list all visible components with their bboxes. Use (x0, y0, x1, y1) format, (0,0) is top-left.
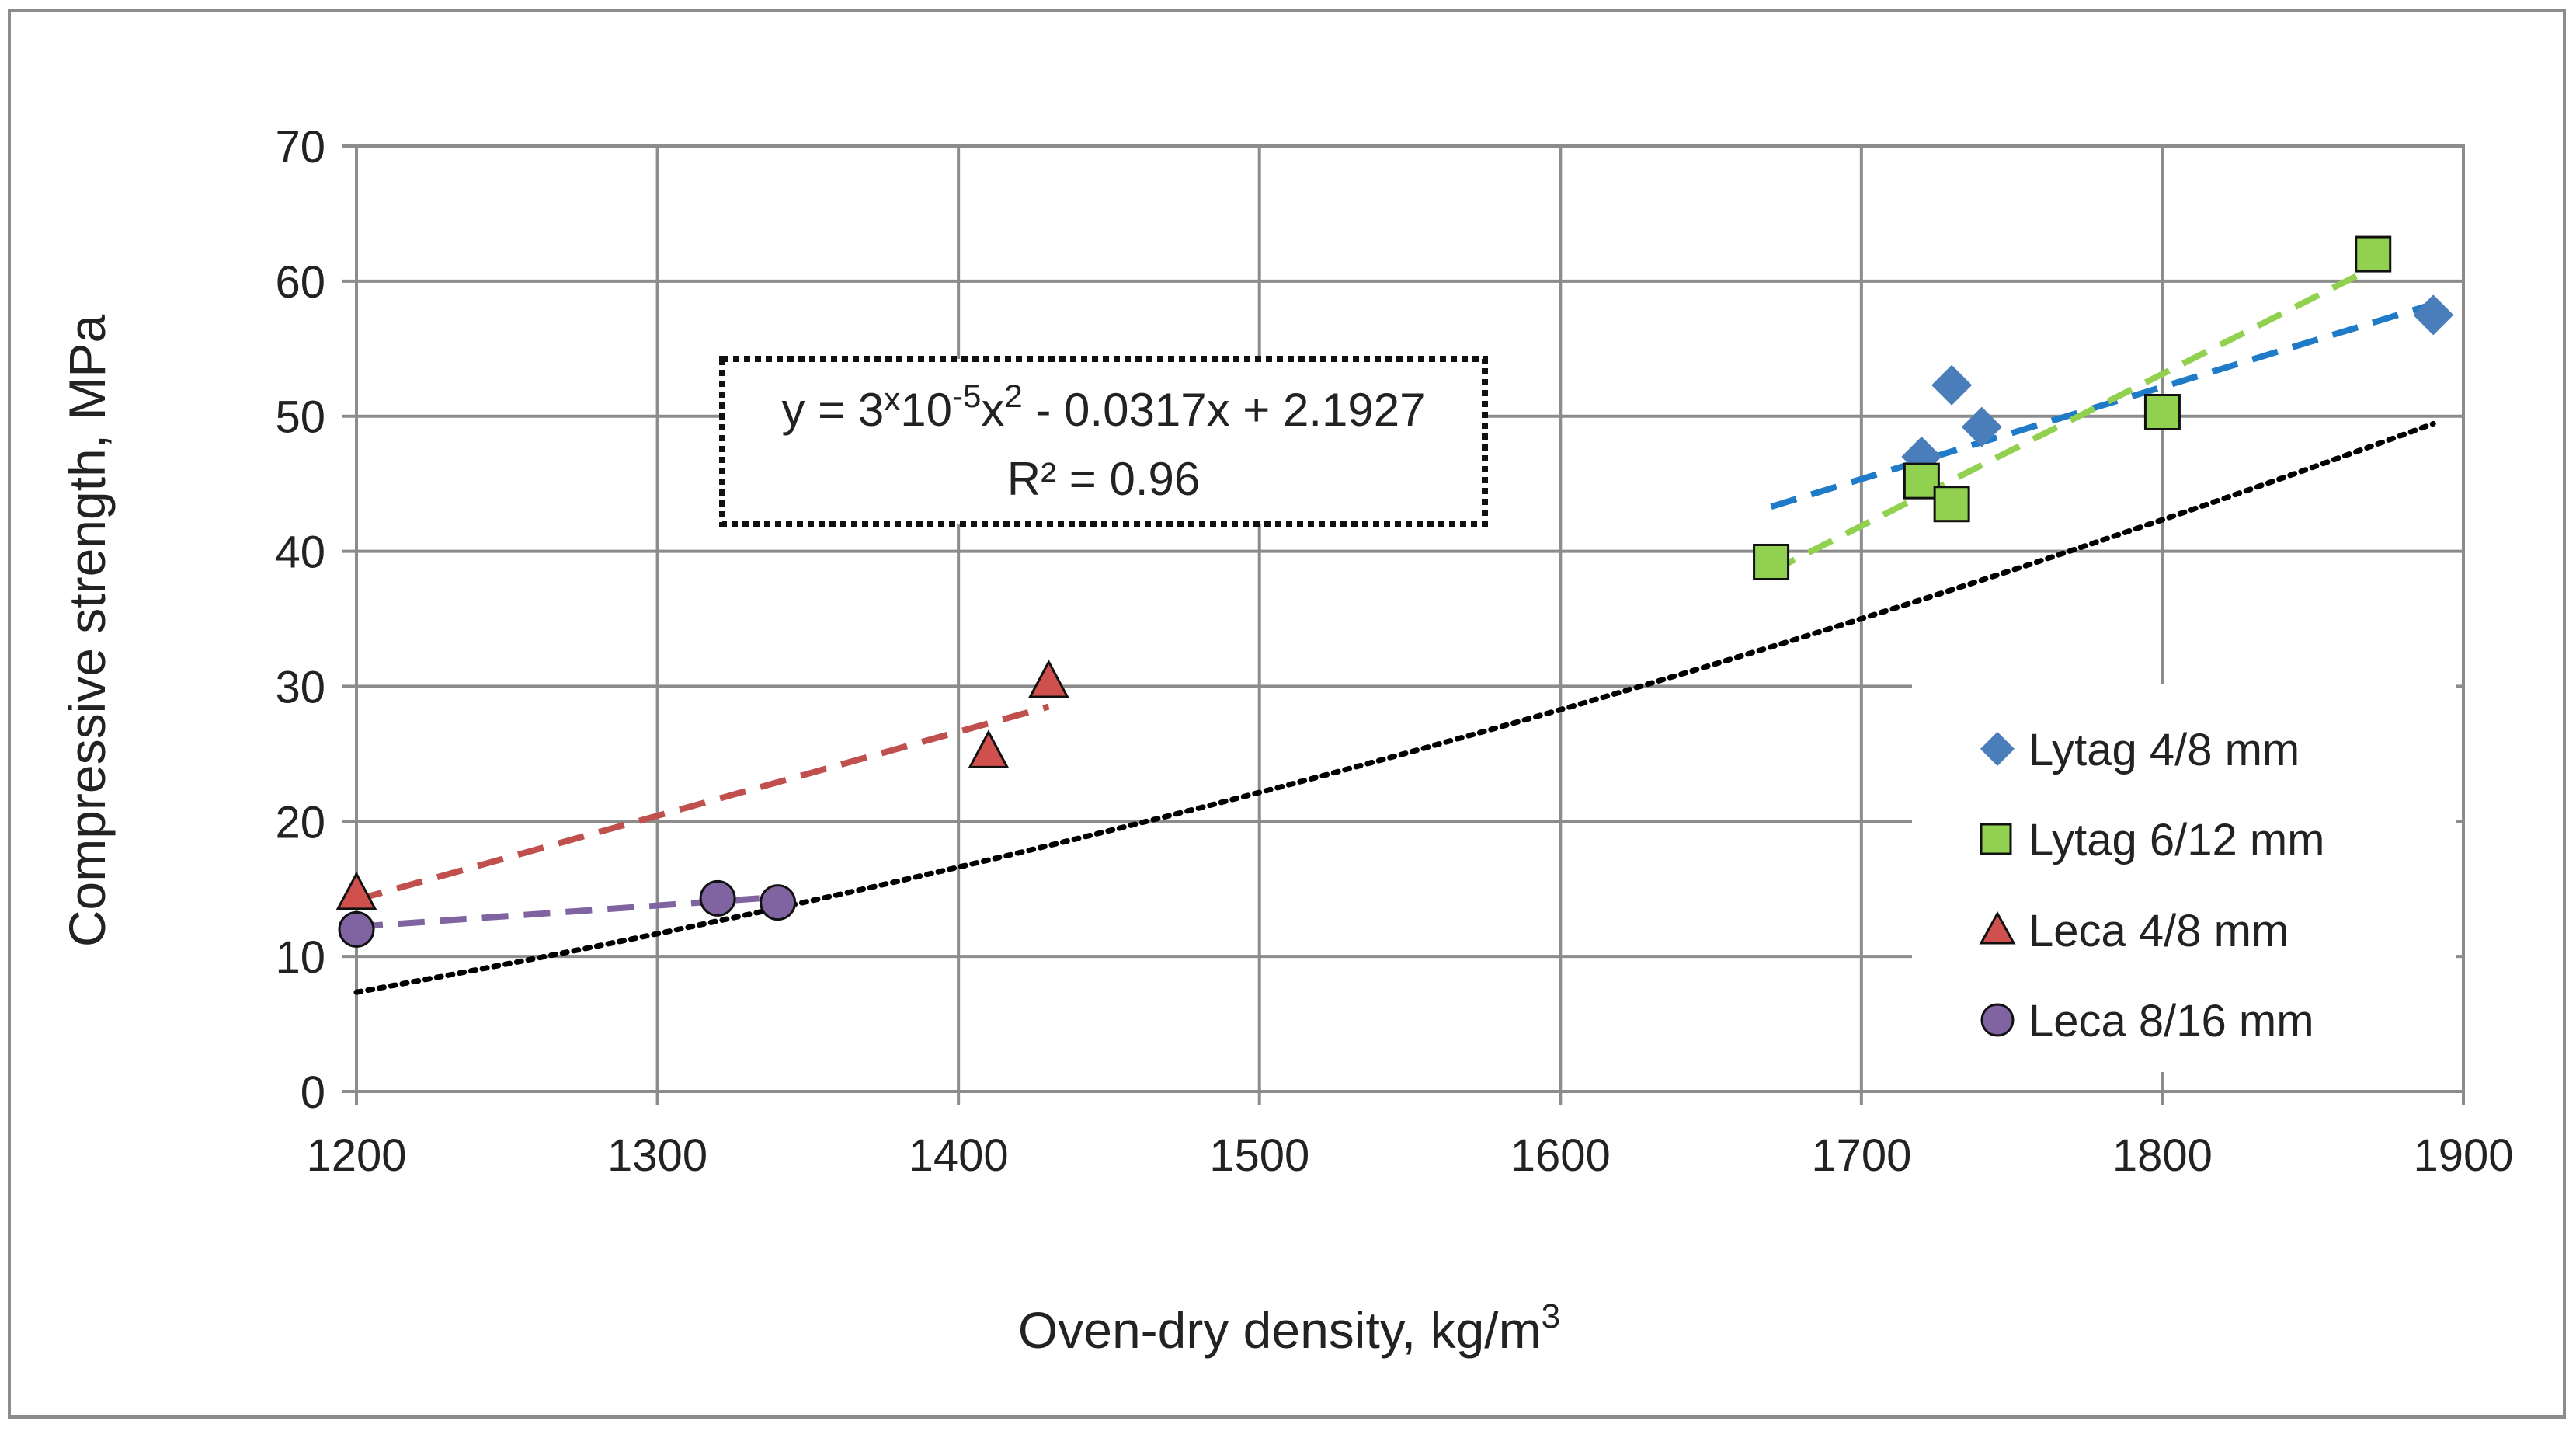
lytag-6-12-point (2143, 393, 2181, 430)
leca-8-16-point (760, 884, 797, 921)
trend-lines (353, 264, 2436, 995)
legend-label: Lytag 4/8 mm (2028, 725, 2300, 775)
legend-label: Leca 4/8 mm (2028, 906, 2289, 956)
legend-label: Lytag 6/12 mm (2028, 815, 2324, 865)
lytag-4-8-point (1931, 364, 1973, 406)
overall-polynomial-fit (353, 420, 2436, 995)
legend-item-lytag-6-12: Lytag 6/12 mm (1980, 815, 2324, 865)
leca-4-8-point (335, 871, 377, 910)
legend-item-lytag-4-8: Lytag 4/8 mm (1980, 725, 2300, 775)
trendline-leca-4-8-mm (355, 703, 1050, 903)
data-markers (335, 235, 2454, 948)
y-tick-label: 0 (301, 1067, 325, 1118)
x-tick-label: 1500 (1209, 1130, 1309, 1181)
x-tick-label: 1400 (909, 1130, 1009, 1181)
plot-area-border (355, 144, 2465, 1093)
y-tick-label: 30 (275, 662, 325, 712)
tick-labels: 0 10 20 30 40 50 60 70 1200 1300 1400 1500 1600 1700 1… (275, 122, 2513, 1181)
legend-item-leca-4-8: Leca 4/8 mm (1979, 906, 2289, 956)
legend-diamond-icon (1980, 732, 2015, 766)
leca-4-8-point (968, 729, 1010, 768)
y-axis-title: Compressive strength, MPa (58, 315, 116, 948)
y-tick-label: 50 (275, 392, 325, 443)
x-tick-label: 1900 (2413, 1130, 2513, 1181)
leca-8-16-point (338, 910, 375, 948)
trendline-lytag-6-12-mm (1769, 264, 2375, 575)
fit-r2: R² = 0.96 (1007, 453, 1200, 505)
legend: Lytag 4/8 mm Lytag 6/12 mm Leca 4/8 mm L… (1912, 684, 2456, 1072)
lytag-6-12-point (1753, 543, 1790, 580)
legend-circle-icon (1980, 1003, 2015, 1037)
equation-annotation: y = 3x10-5x2 - 0.0317x + 2.1927 R² = 0.9… (719, 356, 1488, 527)
lytag-6-12-point (1903, 462, 1940, 500)
lytag-4-8-point (2413, 294, 2454, 336)
lytag-4-8-point (1961, 406, 2002, 447)
lytag-6-12-point (1933, 486, 1970, 523)
x-tick-label: 1600 (1510, 1130, 1611, 1181)
x-tick-label: 1700 (1811, 1130, 1911, 1181)
legend-item-leca-8-16: Leca 8/16 mm (1980, 996, 2314, 1046)
leca-4-8-point (1027, 659, 1069, 698)
leca-8-16-point (699, 879, 736, 917)
trendline-lytag-4-8-mm (1770, 301, 2435, 510)
y-tick-label: 40 (275, 527, 325, 578)
equation-box (719, 356, 1488, 527)
legend-square-icon (1980, 823, 2012, 855)
y-tick-label: 60 (275, 257, 325, 308)
legend-label: Leca 8/16 mm (2028, 996, 2314, 1046)
y-tick-label: 20 (275, 797, 325, 848)
y-tick-label: 10 (275, 932, 325, 983)
lytag-6-12-point (2355, 235, 2392, 273)
x-tick-label: 1800 (2112, 1130, 2213, 1181)
x-tick-label: 1200 (306, 1130, 406, 1181)
x-tick-label: 1300 (607, 1130, 707, 1181)
x-axis-title: Oven-dry density, kg/m3 (1018, 1297, 1560, 1359)
legend-triangle-icon (1979, 910, 2016, 945)
fit-equation: y = 3x10-5x2 - 0.0317x + 2.1927 (782, 378, 1426, 436)
y-tick-label: 70 (275, 122, 325, 172)
